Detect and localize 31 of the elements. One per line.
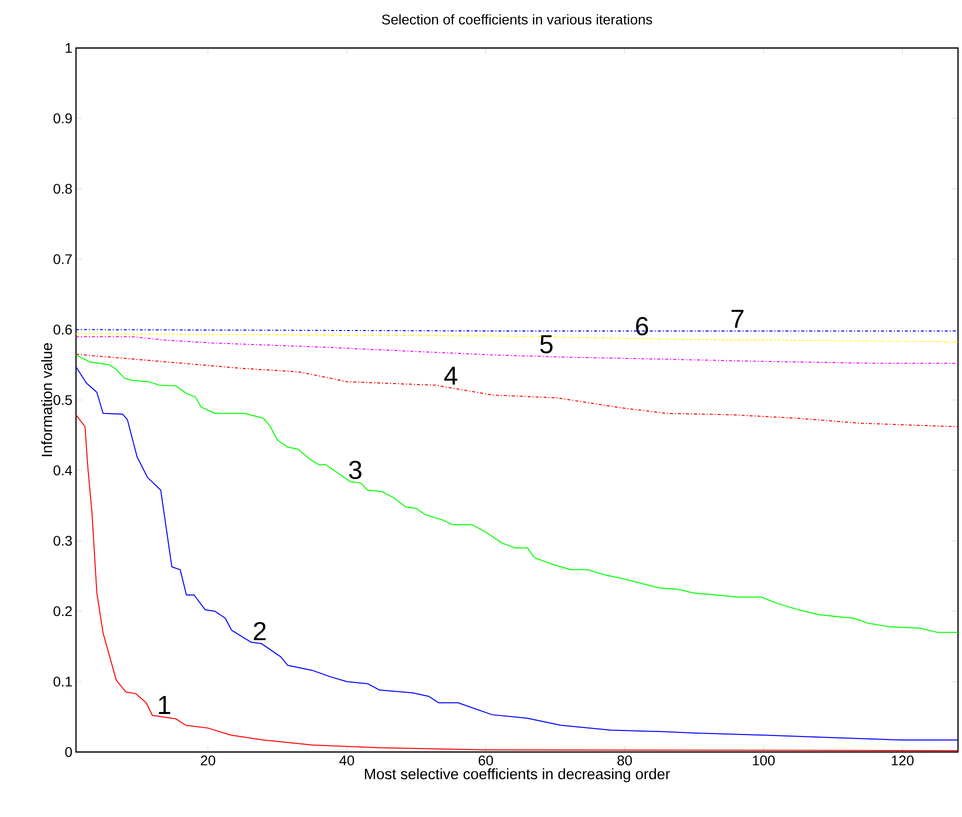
x-tick-label: 100 — [752, 756, 775, 766]
x-tick-label: 60 — [478, 756, 493, 766]
y-tick-label: 0.4 — [54, 465, 72, 476]
y-tick-label: 0 — [65, 747, 72, 757]
series-label: 4 — [444, 366, 458, 385]
line-series — [76, 414, 959, 752]
y-tick-label: 0.1 — [54, 676, 72, 687]
x-tick-label: 80 — [617, 756, 632, 766]
y-tick-label: 0.2 — [54, 606, 72, 616]
series-label: 1 — [158, 696, 170, 714]
line-series — [76, 354, 959, 428]
series-label: 7 — [732, 310, 744, 328]
y-tick-label: 0.5 — [54, 395, 72, 405]
series-label: 6 — [636, 317, 648, 336]
line-series — [76, 366, 959, 741]
y-tick-label: 0.6 — [54, 324, 72, 335]
y-tick-label: 1 — [66, 43, 72, 53]
x-tick-label: 40 — [339, 756, 354, 766]
y-tick-label: 0.7 — [54, 254, 72, 264]
y-axis-title: Information value — [41, 343, 52, 456]
x-tick-label: 20 — [200, 756, 216, 766]
x-axis-title: Most selective coefficients in decreasing order — [364, 768, 670, 782]
series-label: 5 — [540, 335, 553, 354]
series-label: 2 — [254, 622, 266, 640]
series-label: 3 — [349, 460, 362, 480]
line-series — [76, 336, 959, 364]
chart-title: Selection of coefficients in various iterations — [382, 14, 652, 24]
y-tick-label: 0.8 — [54, 184, 72, 194]
x-tick-label: 120 — [892, 756, 914, 766]
y-tick-label: 0.3 — [54, 536, 72, 546]
y-tick-label: 0.9 — [54, 113, 72, 124]
